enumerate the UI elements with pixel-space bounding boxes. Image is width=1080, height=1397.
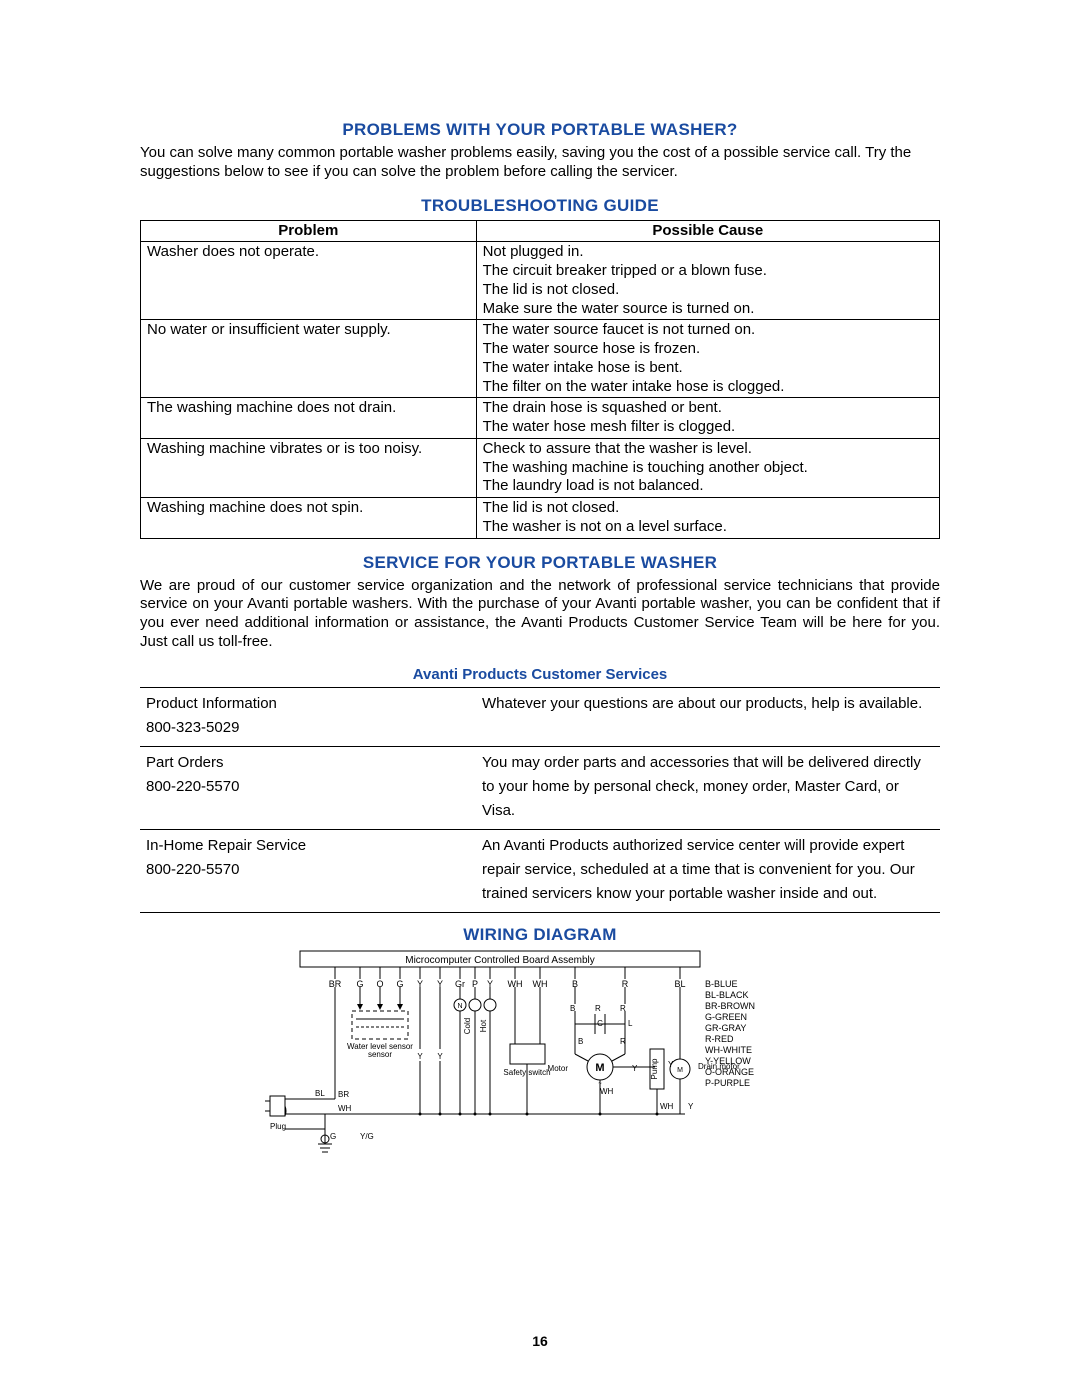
svg-text:Y/G: Y/G [360, 1132, 374, 1141]
svg-text:O-ORANGE: O-ORANGE [705, 1067, 754, 1077]
svg-text:G: G [330, 1132, 336, 1141]
svg-text:WH: WH [660, 1102, 674, 1111]
intro-service: We are proud of our customer service org… [140, 577, 940, 652]
svg-text:GR-GRAY: GR-GRAY [705, 1023, 746, 1033]
svg-text:WH-WHITE: WH-WHITE [705, 1045, 752, 1055]
table-row: Washer does not operate. Not plugged in.… [141, 242, 940, 320]
intro-problems: You can solve many common portable washe… [140, 144, 940, 182]
services-table: Product Information 800-323-5029 Whateve… [140, 687, 940, 913]
table-row: Washing machine does not spin. The lid i… [141, 498, 940, 539]
heading-troubleshooting: TROUBLESHOOTING GUIDE [140, 196, 940, 216]
svg-text:BL-BLACK: BL-BLACK [705, 990, 749, 1000]
svg-text:Motor: Motor [548, 1064, 569, 1073]
svg-text:Y: Y [417, 1052, 423, 1061]
col-problem: Problem [141, 220, 477, 242]
svg-text:M: M [677, 1067, 683, 1074]
table-row: No water or insufficient water supply. T… [141, 320, 940, 398]
document-page: PROBLEMS WITH YOUR PORTABLE WASHER? You … [0, 0, 1080, 1397]
svg-text:Cold: Cold [463, 1017, 472, 1033]
table-row: Washing machine vibrates or is too noisy… [141, 438, 940, 497]
svg-text:Y: Y [437, 1052, 443, 1061]
svg-text:Y: Y [688, 1102, 694, 1111]
heading-problems: PROBLEMS WITH YOUR PORTABLE WASHER? [140, 120, 940, 140]
svg-text:Hot: Hot [479, 1019, 488, 1032]
svg-text:Plug: Plug [270, 1122, 286, 1131]
svg-text:P-PURPLE: P-PURPLE [705, 1078, 750, 1088]
table-row: Product Information 800-323-5029 Whateve… [140, 687, 940, 746]
svg-text:Y-YELLOW: Y-YELLOW [705, 1056, 751, 1066]
svg-text:Pump: Pump [650, 1058, 659, 1079]
svg-text:L: L [628, 1019, 633, 1028]
svg-text:M: M [595, 1062, 604, 1074]
svg-text:R-RED: R-RED [705, 1034, 734, 1044]
heading-wiring: WIRING DIAGRAM [140, 925, 940, 945]
svg-text:B: B [578, 1037, 583, 1046]
svg-text:R: R [595, 1004, 601, 1013]
page-number: 16 [0, 1333, 1080, 1349]
col-cause: Possible Cause [476, 220, 939, 242]
troubleshooting-table: Problem Possible Cause Washer does not o… [140, 220, 940, 539]
table-row: The washing machine does not drain. The … [141, 398, 940, 439]
subheading-customer-services: Avanti Products Customer Services [140, 666, 940, 683]
heading-service: SERVICE FOR YOUR PORTABLE WASHER [140, 553, 940, 573]
svg-text:C: C [597, 1019, 603, 1028]
svg-text:B-BLUE: B-BLUE [705, 979, 738, 989]
svg-text:Y: Y [632, 1064, 638, 1073]
table-row: In-Home Repair Service 800-220-5570 An A… [140, 829, 940, 912]
wiring-diagram: Microcomputer Controlled Board Assembly [140, 949, 940, 1168]
svg-text:N: N [457, 1003, 462, 1010]
svg-text:Microcomputer Controlled Board: Microcomputer Controlled Board Assembly [405, 955, 595, 966]
svg-text:G-GREEN: G-GREEN [705, 1012, 747, 1022]
svg-text:WH: WH [338, 1104, 352, 1113]
table-row: Part Orders 800-220-5570 You may order p… [140, 746, 940, 829]
svg-text:BL: BL [315, 1089, 325, 1098]
svg-text:BR-BROWN: BR-BROWN [705, 1001, 755, 1011]
svg-text:WH: WH [600, 1087, 614, 1096]
svg-text:sensor: sensor [368, 1050, 392, 1059]
svg-text:BR: BR [338, 1090, 349, 1099]
